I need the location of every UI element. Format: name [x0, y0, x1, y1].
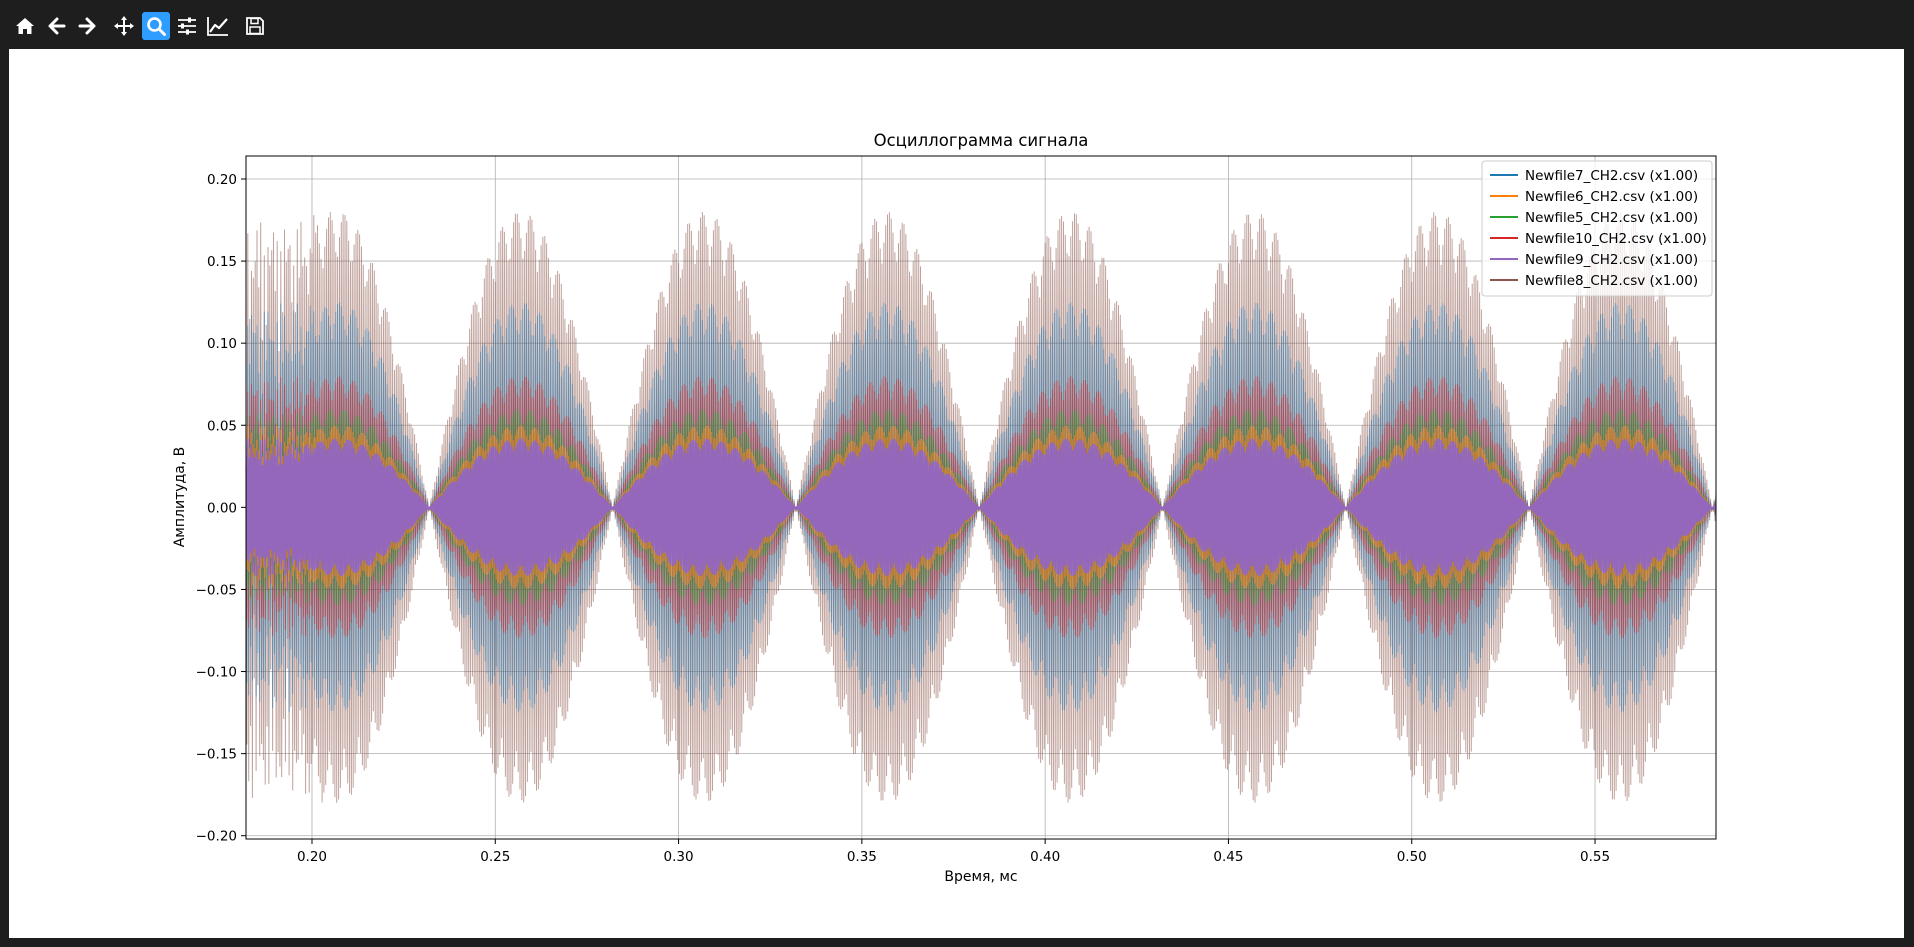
home-icon	[14, 15, 36, 37]
y-axis-label: Амплитуда, В	[172, 447, 188, 548]
back-button[interactable]	[43, 12, 71, 40]
x-tick-label: 0.30	[664, 849, 694, 865]
back-arrow-icon	[46, 15, 68, 37]
edit-axis-icon	[206, 15, 230, 37]
x-tick-label: 0.50	[1397, 849, 1427, 865]
y-tick-label: 0.05	[207, 418, 237, 434]
plot-frame	[245, 155, 1717, 840]
chart-legend: Newfile7_CH2.csv (x1.00) Newfile6_CH2.csv…	[1481, 160, 1713, 297]
legend-label: Newfile9_CH2.csv (x1.00)	[1525, 252, 1698, 268]
configure-subplots-button[interactable]	[173, 12, 201, 40]
save-disk-icon	[244, 15, 266, 37]
x-tick-label: 0.40	[1030, 849, 1060, 865]
figure-canvas[interactable]: Осциллограмма сигнала 0.20 0.25 0.30 0.35 0.…	[9, 49, 1904, 938]
y-tick-label: −0.10	[196, 665, 237, 681]
plot-series	[246, 211, 1716, 803]
zoom-magnifier-icon	[145, 15, 167, 37]
x-tick-label: 0.25	[480, 849, 510, 865]
legend-label: Newfile8_CH2.csv (x1.00)	[1525, 273, 1698, 289]
chart-figure: Осциллограмма сигнала 0.20 0.25 0.30 0.35 0.…	[172, 131, 1717, 885]
series-line	[246, 438, 1716, 577]
x-tick-label: 0.20	[297, 849, 327, 865]
edit-axis-button[interactable]	[204, 12, 232, 40]
y-tick-label: −0.15	[196, 747, 237, 763]
forward-arrow-icon	[76, 15, 98, 37]
x-axis-ticks: 0.20 0.25 0.30 0.35 0.40 0.45 0.50 0.55	[297, 839, 1610, 865]
pan-move-icon	[112, 14, 136, 38]
legend-label: Newfile5_CH2.csv (x1.00)	[1525, 210, 1698, 226]
y-tick-label: 0.00	[207, 500, 237, 516]
chart-title: Осциллограмма сигнала	[874, 131, 1089, 150]
legend-label: Newfile7_CH2.csv (x1.00)	[1525, 168, 1698, 184]
legend-box	[1481, 160, 1713, 297]
pan-button[interactable]	[110, 12, 138, 40]
x-tick-label: 0.45	[1213, 849, 1243, 865]
forward-button[interactable]	[73, 12, 101, 40]
navigation-toolbar	[0, 0, 1914, 48]
y-tick-label: −0.05	[196, 582, 237, 598]
y-tick-label: −0.20	[196, 829, 237, 845]
home-button[interactable]	[11, 12, 39, 40]
x-tick-label: 0.55	[1580, 849, 1610, 865]
y-tick-label: 0.10	[207, 336, 237, 352]
save-button[interactable]	[241, 12, 269, 40]
x-axis-label: Время, мс	[944, 869, 1017, 885]
zoom-button[interactable]	[142, 12, 170, 40]
y-tick-label: 0.15	[207, 254, 237, 270]
legend-label: Newfile6_CH2.csv (x1.00)	[1525, 189, 1698, 205]
y-tick-label: 0.20	[207, 172, 237, 188]
y-axis-ticks: 0.20 0.15 0.10 0.05 0.00 −0.05 −0.10 −0.15 −0.20	[196, 172, 246, 845]
configure-subplots-icon	[176, 15, 198, 37]
legend-label: Newfile10_CH2.csv (x1.00)	[1525, 231, 1707, 247]
x-tick-label: 0.35	[847, 849, 877, 865]
